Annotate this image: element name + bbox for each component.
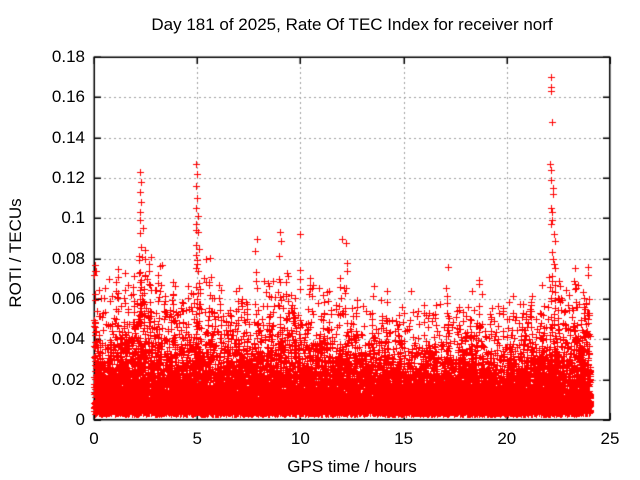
y-tick-label: 0	[75, 410, 85, 429]
chart-title: Day 181 of 2025, Rate Of TEC Index for r…	[151, 15, 553, 34]
y-tick-label: 0.04	[51, 329, 85, 349]
x-tick-label: 20	[497, 429, 517, 448]
x-tick-label: 5	[192, 429, 202, 448]
x-tick-label: 15	[394, 429, 414, 448]
y-tick-label: 0.16	[51, 87, 85, 107]
y-tick-label: 0.02	[51, 369, 85, 389]
y-tick-label: 0.14	[51, 127, 85, 147]
y-tick-label: 0.12	[51, 168, 85, 187]
y-tick-label: 0.08	[51, 248, 85, 268]
y-tick-label: 0.06	[51, 289, 85, 308]
x-tick-label: 0	[89, 429, 99, 448]
y-tick-label: 0.1	[61, 208, 85, 228]
x-axis-label: GPS time / hours	[287, 457, 417, 476]
y-tick-label: 0.18	[51, 47, 85, 66]
x-tick-label: 25	[600, 429, 620, 448]
x-tick-label: 10	[290, 429, 310, 448]
